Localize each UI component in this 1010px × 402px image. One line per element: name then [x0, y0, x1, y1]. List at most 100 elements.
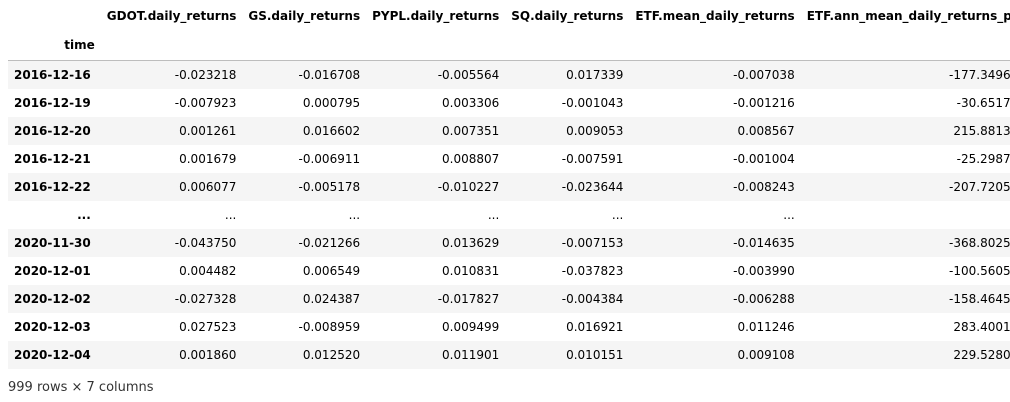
table-cell: 0.009108: [737, 348, 795, 362]
table-cell: -0.021266: [298, 236, 361, 250]
table-row: 2020-12-03 0.027523 -0.008959 0.009499 0…: [8, 313, 1010, 341]
table-cell: 0.007351: [442, 124, 500, 138]
table-cell: ...: [487, 208, 500, 222]
table-cell: -0.006288: [733, 292, 795, 306]
table-cell: -0.007591: [561, 152, 624, 166]
table-cell: -0.008243: [733, 180, 795, 194]
table-cell: -0.037823: [561, 264, 624, 278]
table-cell: 0.024387: [302, 292, 361, 306]
table-row: 2020-12-01 0.004482 0.006549 0.010831 -0…: [8, 257, 1010, 285]
table-cell: -0.004384: [561, 292, 624, 306]
row-index: 2020-12-03: [14, 320, 91, 334]
table-cell: 0.001261: [179, 124, 237, 138]
table-cell: 0.004482: [179, 264, 237, 278]
column-header: ETF.mean_daily_returns: [635, 9, 795, 23]
table-cell: 0.008567: [737, 124, 795, 138]
dataframe-table: GDOT.daily_returns GS.daily_returns PYPL…: [8, 2, 1010, 369]
table-cell: -177.349614: [949, 68, 1010, 82]
table-row: 2020-12-02 -0.027328 0.024387 -0.017827 …: [8, 285, 1010, 313]
dataframe-shape-text: 999 rows × 7 columns: [8, 380, 154, 395]
table-cell: 0.006077: [179, 180, 237, 194]
table-cell: ...: [348, 208, 361, 222]
table-cell: -0.023644: [561, 180, 624, 194]
table-row: 2020-11-30 -0.043750 -0.021266 0.013629 …: [8, 229, 1010, 257]
row-index: 2020-12-04: [14, 348, 91, 362]
column-header: GS.daily_returns: [248, 9, 361, 23]
table-cell: -0.001004: [733, 152, 795, 166]
row-index: 2016-12-16: [14, 68, 91, 82]
column-header: SQ.daily_returns: [511, 9, 624, 23]
table-cell: 0.011901: [442, 348, 500, 362]
column-header: PYPL.daily_returns: [372, 9, 500, 23]
table-cell: 0.000795: [302, 96, 361, 110]
table-cell: -0.001216: [733, 96, 795, 110]
table-cell: 0.009499: [442, 320, 500, 334]
table-cell: -207.720584: [949, 180, 1010, 194]
table-cell: -0.016708: [298, 68, 361, 82]
table-cell: 0.027523: [179, 320, 237, 334]
table-cell: 0.016602: [302, 124, 361, 138]
table-row: 2016-12-19 -0.007923 0.000795 0.003306 -…: [8, 89, 1010, 117]
table-cell: 0.010151: [566, 348, 624, 362]
row-index: 2016-12-22: [14, 180, 91, 194]
table-cell: -0.006911: [298, 152, 361, 166]
table-row: 2016-12-22 0.006077 -0.005178 -0.010227 …: [8, 173, 1010, 201]
table-cell: -0.010227: [437, 180, 500, 194]
table-cell: ...: [224, 208, 237, 222]
row-index: 2020-12-02: [14, 292, 91, 306]
table-cell: 0.017339: [566, 68, 624, 82]
table-cell: 0.016921: [566, 320, 624, 334]
column-header-row: GDOT.daily_returns GS.daily_returns PYPL…: [8, 2, 1010, 30]
table-cell: -0.023218: [174, 68, 237, 82]
table-body: 2016-12-16 -0.023218 -0.016708 -0.005564…: [8, 60, 1010, 369]
table-row: 2016-12-21 0.001679 -0.006911 0.008807 -…: [8, 145, 1010, 173]
table-cell: 229.528085: [953, 348, 1010, 362]
table-cell: -0.005178: [298, 180, 361, 194]
table-cell: -158.464514: [949, 292, 1010, 306]
table-row: 2016-12-20 0.001261 0.016602 0.007351 0.…: [8, 117, 1010, 145]
table-cell: 0.013629: [442, 236, 500, 250]
table-cell: -0.027328: [174, 292, 237, 306]
table-cell: -25.298724: [956, 152, 1010, 166]
table-cell: -0.014635: [733, 236, 795, 250]
table-cell: 0.009053: [566, 124, 624, 138]
row-index: 2020-12-01: [14, 264, 91, 278]
table-cell: 0.012520: [302, 348, 361, 362]
table-cell: ...: [801, 201, 1010, 229]
table-cell: 0.001679: [179, 152, 237, 166]
table-cell: -0.003990: [733, 264, 795, 278]
column-header: GDOT.daily_returns: [106, 9, 237, 23]
table-cell: 283.400170: [953, 320, 1010, 334]
row-index: 2016-12-21: [14, 152, 91, 166]
table-cell: -100.560571: [949, 264, 1010, 278]
header-corner-blank: [8, 2, 101, 30]
row-index: 2020-11-30: [14, 236, 91, 250]
table-cell: -0.008959: [298, 320, 361, 334]
table-cell: -0.005564: [437, 68, 500, 82]
table-cell: 0.003306: [442, 96, 500, 110]
table-cell: -0.001043: [561, 96, 624, 110]
table-cell: 0.011246: [737, 320, 795, 334]
table-cell: -368.802500: [949, 236, 1010, 250]
table-cell: 215.881372: [953, 124, 1010, 138]
table-cell: 0.001860: [179, 348, 237, 362]
table-cell: -0.007153: [561, 236, 624, 250]
table-cell: -0.007923: [174, 96, 237, 110]
table-row: 2016-12-16 -0.023218 -0.016708 -0.005564…: [8, 60, 1010, 89]
table-row: 2020-12-04 0.001860 0.012520 0.011901 0.…: [8, 341, 1010, 369]
row-index: ...: [77, 208, 91, 222]
column-header: ETF.ann_mean_daily_returns_per: [806, 9, 1010, 23]
table-cell: 0.008807: [442, 152, 500, 166]
row-index: 2016-12-20: [14, 124, 91, 138]
index-name-row: time: [8, 30, 1010, 61]
table-cell: -0.043750: [174, 236, 237, 250]
row-index: 2016-12-19: [14, 96, 91, 110]
table-cell: 0.006549: [302, 264, 361, 278]
table-cell: -0.017827: [437, 292, 500, 306]
table-cell: 0.010831: [442, 264, 500, 278]
table-cell: -0.007038: [733, 68, 795, 82]
table-cell: ...: [611, 208, 624, 222]
table-cell: ...: [783, 208, 795, 222]
table-cell: -30.651790: [956, 96, 1010, 110]
